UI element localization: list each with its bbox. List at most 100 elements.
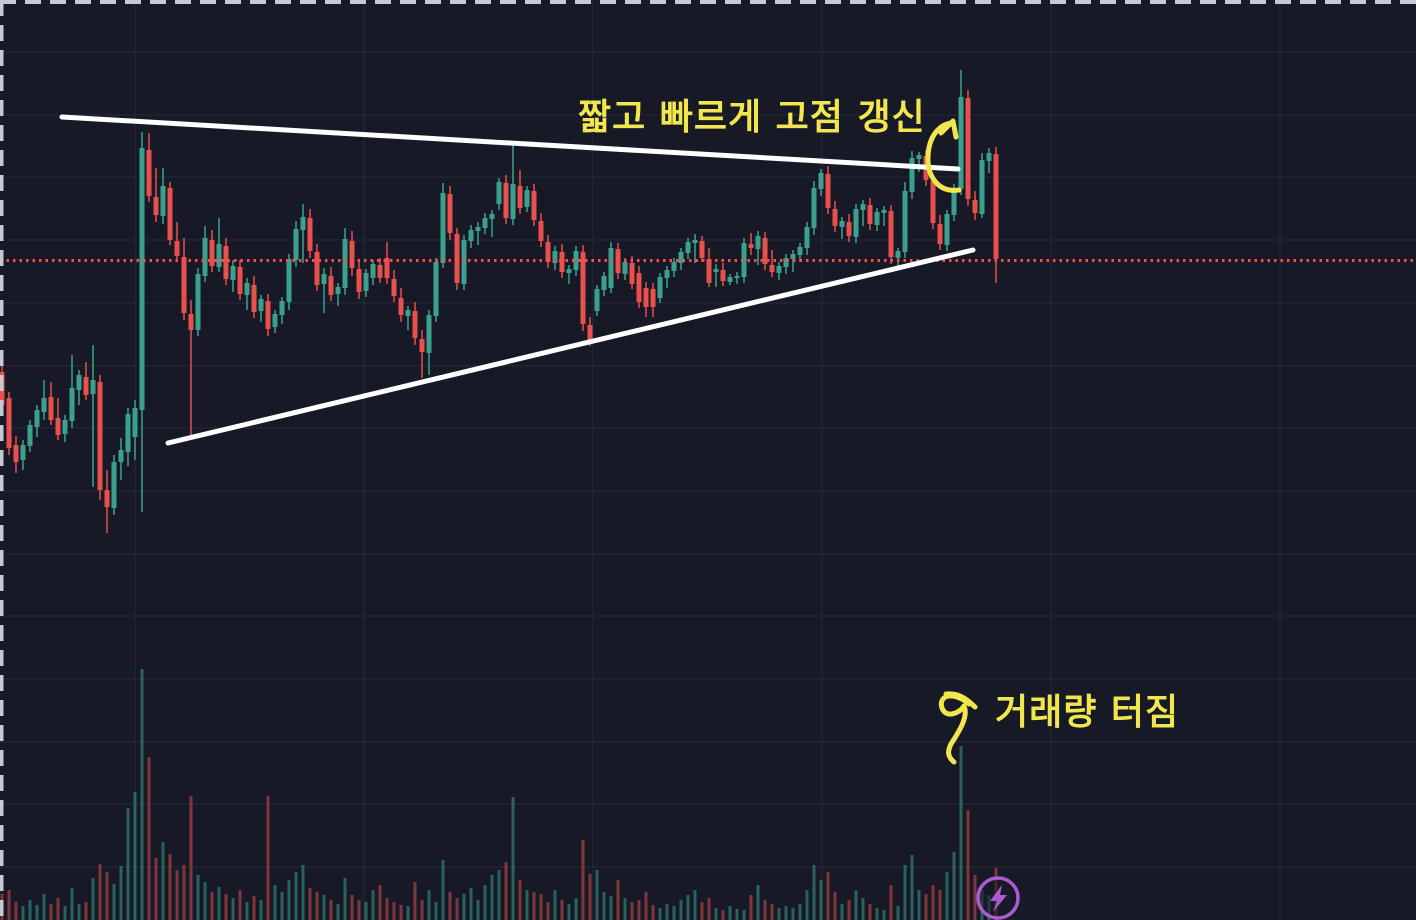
volume-bar [455,898,459,920]
candle-body [167,188,173,240]
candle-body [874,212,880,225]
candle-body [762,238,768,264]
volume-bar [490,875,494,920]
candle-body [209,240,215,266]
volume-bar [588,874,592,920]
volume-bar [378,885,382,920]
volume-bar [238,890,242,920]
volume-bar [273,885,277,920]
candle-body [867,205,873,224]
candle-body [706,259,712,283]
candle-body [902,191,908,252]
candle-body [370,264,376,278]
candle-body [104,490,110,507]
volume-bar [476,900,480,920]
candle-body [776,266,782,273]
volume-bar [602,892,606,920]
volume-bar [861,898,865,920]
candle-body [195,274,201,330]
candle-body [622,262,628,274]
candle-body [790,254,796,259]
volume-bar [56,898,60,920]
volume-bar [889,885,893,920]
candle-body [440,193,446,263]
volume-bar [854,890,858,920]
candle-body [559,252,565,272]
candle-body [321,274,327,284]
lower-support-line[interactable] [165,247,976,446]
volume-bar [329,900,333,920]
volume-bar [896,906,900,920]
annotation-text-top[interactable]: 짧고 빠르게 고점 갱신 [578,97,926,138]
volume-bar [14,902,18,920]
candle-body [482,218,488,228]
volume-bar [483,885,487,920]
volume-bar [672,906,676,920]
volume-bar [805,890,809,920]
candle-body [930,181,936,223]
volume-bar [91,878,95,920]
candle-body [601,276,607,290]
volume-bar [539,894,543,920]
candle-body [237,267,243,294]
upper-resistance-line[interactable] [59,114,961,172]
volume-bar [623,898,627,920]
volume-bar [532,892,536,920]
candle-body [174,241,180,256]
candle-body [76,375,82,390]
candle-body [685,242,691,253]
volume-bar [665,904,669,920]
top-curl-arrow[interactable] [925,118,962,193]
volume-bar [434,902,438,920]
candle-body [741,243,747,277]
candle-body [433,262,439,316]
volume-bar [616,880,620,920]
candle-body [244,283,250,295]
volume-bar [266,796,270,920]
volume-bar [196,875,200,920]
volume-bar [812,865,816,920]
candle-body [587,325,593,340]
bottom-curl-arrow[interactable] [938,691,978,765]
candlesticks [0,70,999,533]
candle-body [251,285,257,312]
volume-bar [882,910,886,920]
volume-bar [546,902,550,920]
volume-bar [560,900,564,920]
candle-body [62,420,68,434]
annotation-text-bottom[interactable]: 거래량 터짐 [995,692,1180,733]
volume-bar [154,858,158,920]
volume-bar [574,898,578,920]
candle-body [391,279,397,296]
volume-bar [728,906,732,920]
candle-body [153,197,159,215]
volume-bar [280,892,284,920]
lightning-badge[interactable] [976,876,1020,920]
volume-bar [917,890,921,920]
volume-bar [7,890,11,920]
volume-bar [609,896,613,920]
volume-bar [343,878,347,920]
volume-bar [42,894,46,920]
volume-bar [231,898,235,920]
volume-bar [553,890,557,920]
candle-body [20,445,26,460]
candle-body [636,273,642,302]
volume-bar [637,900,641,920]
volume-bar [973,875,977,920]
candle-body [454,234,460,283]
candle-body [580,252,586,324]
volume-bar [49,904,53,920]
volume-bar [777,908,781,920]
candle-body [818,173,824,189]
volume-bar [700,902,704,920]
volume-bar [63,906,67,920]
candle-body [699,241,705,258]
candle-body [223,246,229,279]
volume-bar [315,892,319,920]
candle-body [727,277,733,282]
volume-bar [217,887,221,920]
volume-bar [406,906,410,920]
volume-bar [511,797,515,920]
